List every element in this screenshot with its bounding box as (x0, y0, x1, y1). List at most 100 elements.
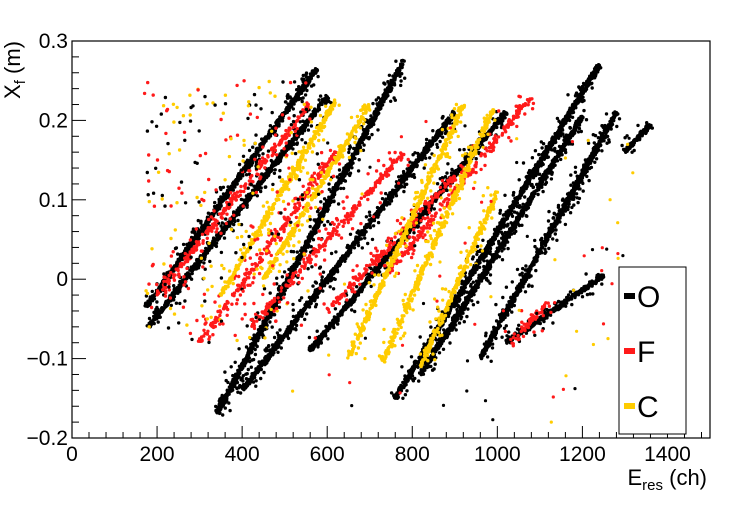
data-point-O (155, 307, 159, 311)
data-point-O (405, 182, 409, 186)
data-point-O (326, 219, 330, 224)
data-point-O (320, 275, 324, 279)
data-point-O (291, 308, 295, 312)
data-point-O (238, 391, 243, 395)
data-point-O (306, 245, 310, 249)
data-point-O (291, 107, 295, 111)
data-point-O (260, 329, 264, 333)
data-point-O (277, 175, 282, 179)
data-point-O (253, 352, 258, 357)
data-point-O (257, 180, 262, 184)
data-point-O (193, 231, 197, 235)
data-point-O (256, 148, 260, 152)
data-point-O (187, 247, 191, 251)
data-point-O (219, 250, 224, 255)
data-point-O (304, 305, 309, 309)
data-point-O (297, 85, 301, 89)
data-point-O (382, 100, 386, 104)
data-point-O (389, 199, 394, 203)
data-point-O (343, 179, 348, 183)
data-point-O (369, 114, 373, 118)
data-point-O (295, 93, 299, 97)
data-point-O (361, 229, 365, 233)
data-point-O (257, 153, 261, 158)
data-point-O (234, 181, 238, 185)
data-point-O (350, 152, 355, 156)
data-point-O (295, 250, 299, 254)
data-point-O (226, 380, 230, 385)
data-point-O (448, 121, 452, 125)
data-point-O (266, 316, 270, 321)
data-point-O (201, 224, 206, 228)
data-point-O (224, 217, 228, 221)
data-point-O (367, 210, 372, 214)
data-point-O (221, 192, 226, 196)
data-point-O (195, 261, 199, 266)
data-point-O (153, 315, 157, 319)
data-point-O (267, 344, 271, 348)
data-point-O (313, 305, 318, 309)
data-point-O (259, 376, 263, 381)
data-point-O (316, 74, 320, 79)
data-point-O (237, 370, 241, 375)
data-point-O (370, 237, 375, 242)
data-point-O (223, 393, 228, 398)
data-point-O (301, 309, 306, 313)
data-point-O (370, 217, 374, 222)
data-point-O (192, 265, 197, 269)
data-point-O (396, 69, 400, 73)
data-point-O (234, 179, 238, 183)
data-point-O (275, 276, 279, 280)
data-point-O (363, 134, 367, 139)
data-point-O (316, 224, 321, 229)
data-point-O (245, 163, 249, 167)
data-point-O (427, 144, 431, 149)
data-point-O (399, 83, 403, 88)
data-point-O (332, 190, 337, 195)
data-point-O (424, 137, 429, 142)
data-point-O (474, 157, 478, 161)
data-point-O (364, 215, 369, 219)
data-point-O (254, 133, 258, 137)
data-point-O (306, 237, 311, 242)
data-point-O (368, 213, 372, 218)
data-point-O (322, 223, 327, 227)
data-point-O (292, 114, 296, 118)
data-point-O (400, 65, 404, 70)
data-point-O (276, 161, 281, 165)
data-point-O (329, 276, 333, 280)
data-point-O (255, 185, 260, 190)
data-point-O (308, 224, 312, 229)
data-point-O (225, 191, 229, 195)
data-point-O (228, 224, 232, 228)
data-point-O (441, 123, 445, 128)
data-point-O (458, 148, 462, 152)
data-point-O (360, 232, 364, 236)
data-point-O (325, 95, 330, 100)
data-point-O (189, 268, 193, 272)
data-point-O (171, 293, 175, 297)
data-point-O (233, 377, 237, 382)
data-point-O (288, 146, 292, 150)
data-point-O (341, 186, 346, 191)
data-point-O (284, 334, 288, 338)
data-point-O (174, 246, 179, 250)
data-point-O (217, 399, 221, 403)
data-point-O (241, 154, 246, 158)
data-point-O (299, 296, 304, 300)
data-point-O (300, 77, 304, 81)
data-point-O (314, 71, 318, 75)
data-point-O (424, 156, 428, 160)
data-point-O (381, 203, 385, 207)
data-point-O (175, 262, 179, 266)
data-point-O (301, 96, 305, 100)
data-point-O (322, 97, 326, 101)
data-point-O (322, 197, 327, 201)
data-point-O (277, 336, 281, 340)
data-point-O (284, 100, 288, 104)
data-point-O (366, 125, 371, 129)
data-point-O (262, 321, 267, 325)
data-point-O (319, 102, 323, 106)
data-point-O (378, 101, 383, 105)
data-point-O (261, 141, 265, 145)
